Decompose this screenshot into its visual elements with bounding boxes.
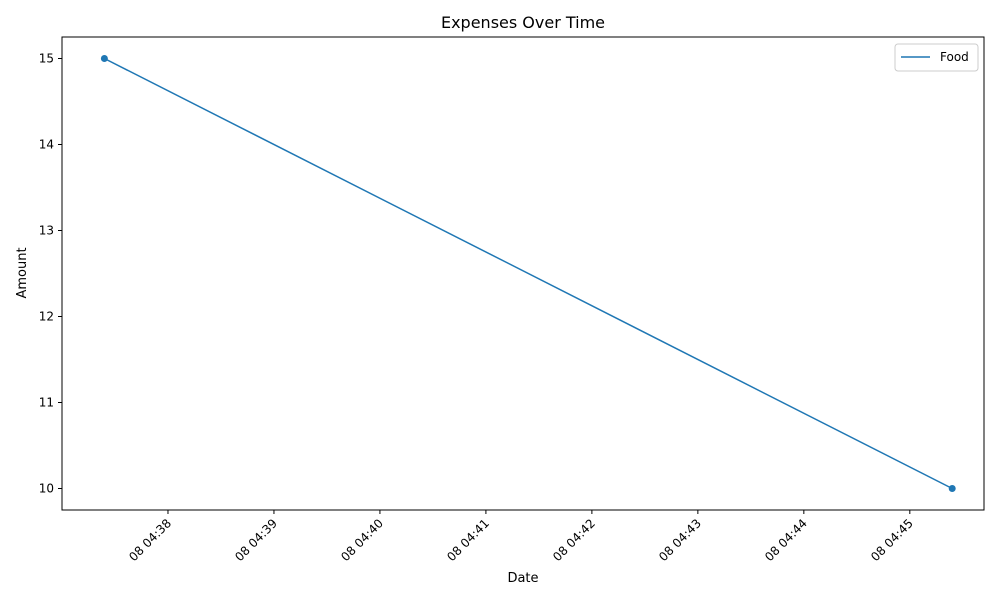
legend-label-food: Food <box>940 50 969 64</box>
y-axis: 10 11 12 13 14 15 <box>39 52 62 496</box>
x-axis-title: Date <box>507 571 538 586</box>
legend: Food <box>894 43 979 72</box>
plot-area-frame <box>61 36 985 511</box>
chart-title: Expenses Over Time <box>441 13 605 32</box>
y-tick-label: 14 <box>39 138 54 152</box>
y-tick-label: 12 <box>39 310 54 324</box>
data-point-food <box>100 55 108 62</box>
y-tick-label: 15 <box>39 52 54 66</box>
series-line-food <box>104 57 953 490</box>
y-tick-label: 13 <box>39 224 54 238</box>
y-tick-label: 10 <box>39 482 54 496</box>
y-tick-label: 11 <box>39 396 54 410</box>
series-layer <box>100 55 956 492</box>
data-point-food <box>948 485 956 492</box>
legend-box <box>894 43 979 72</box>
y-axis-title: Amount <box>15 247 30 298</box>
